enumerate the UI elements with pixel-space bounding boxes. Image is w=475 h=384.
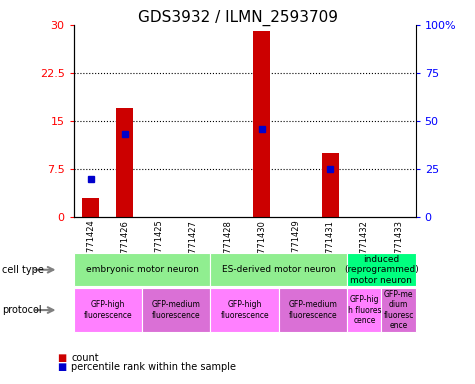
Bar (322, 153, 339, 217)
Text: GFP-hig
h fluores
cence: GFP-hig h fluores cence (348, 295, 381, 325)
Bar (253, 31, 270, 217)
Text: percentile rank within the sample: percentile rank within the sample (71, 362, 236, 372)
Text: GFP-medium
fluorescence: GFP-medium fluorescence (289, 300, 337, 320)
Text: GFP-high
fluorescence: GFP-high fluorescence (84, 300, 132, 320)
Text: GFP-medium
fluorescence: GFP-medium fluorescence (152, 300, 200, 320)
Text: GFP-me
dium
fluoresc
ence: GFP-me dium fluoresc ence (383, 290, 414, 330)
Text: GDS3932 / ILMN_2593709: GDS3932 / ILMN_2593709 (137, 10, 338, 26)
Text: ■: ■ (57, 362, 66, 372)
Text: embryonic motor neuron: embryonic motor neuron (86, 265, 199, 274)
Text: ES-derived motor neuron: ES-derived motor neuron (222, 265, 336, 274)
Text: ■: ■ (57, 353, 66, 363)
Text: GFP-high
fluorescence: GFP-high fluorescence (220, 300, 269, 320)
Text: count: count (71, 353, 99, 363)
Bar (82, 198, 99, 217)
Text: cell type: cell type (2, 265, 44, 275)
Text: induced
(reprogrammed)
motor neuron: induced (reprogrammed) motor neuron (344, 255, 419, 285)
Text: protocol: protocol (2, 305, 42, 315)
Bar (116, 108, 133, 217)
